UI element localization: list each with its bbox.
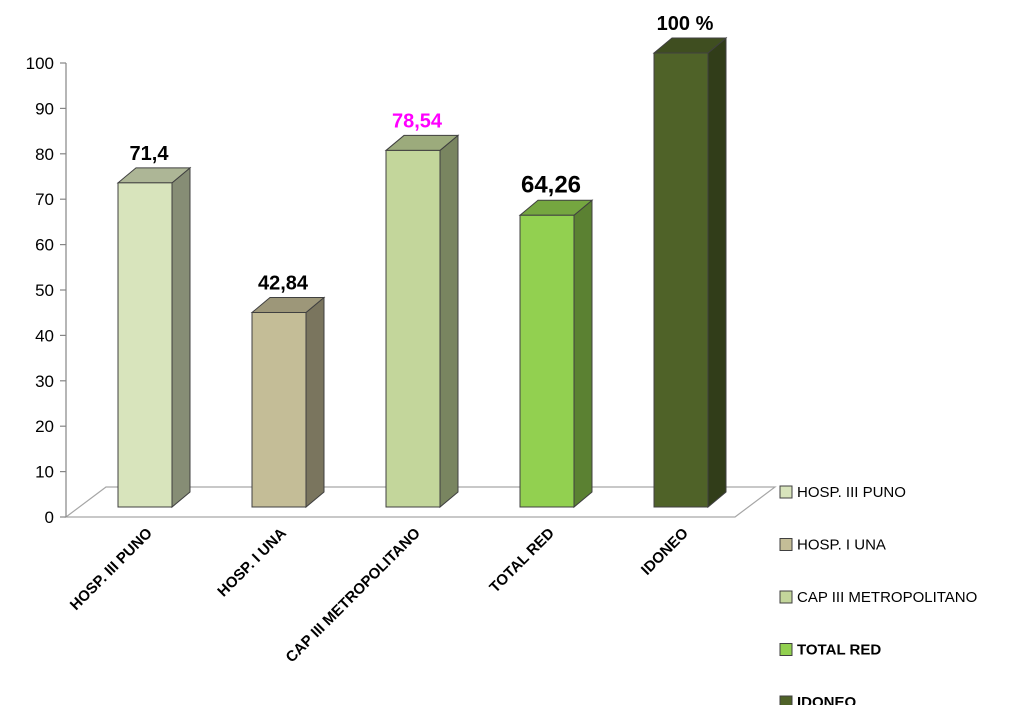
legend-label: CAP III METROPOLITANO bbox=[797, 589, 977, 606]
legend-item: CAP III METROPOLITANO bbox=[779, 589, 977, 606]
bar-front-face bbox=[385, 149, 441, 508]
y-tick-label: 70 bbox=[35, 190, 54, 209]
legend-item: HOSP. I UNA bbox=[779, 537, 886, 554]
bar-side-face bbox=[305, 296, 325, 509]
bar bbox=[250, 296, 326, 509]
legend-swatch bbox=[779, 590, 793, 604]
bar-side-face bbox=[707, 36, 727, 509]
category-label: HOSP. III PUNO bbox=[67, 525, 156, 614]
y-tick-label: 90 bbox=[35, 99, 54, 118]
y-tick-label: 100 bbox=[26, 54, 54, 73]
bar-side-face bbox=[439, 134, 459, 509]
data-label: 64,26 bbox=[521, 171, 581, 198]
bar-front-face bbox=[117, 182, 173, 508]
bar-front-face bbox=[251, 312, 307, 508]
bar-side-face bbox=[573, 199, 593, 509]
bar-side-face bbox=[171, 166, 191, 509]
category-label: TOTAL RED bbox=[486, 525, 558, 597]
category-label: HOSP. I UNA bbox=[214, 525, 290, 601]
bar bbox=[384, 134, 460, 509]
bar-front-face bbox=[653, 52, 709, 508]
bar-front-face bbox=[519, 214, 575, 508]
y-tick-label: 60 bbox=[35, 236, 54, 255]
y-tick-label: 20 bbox=[35, 417, 54, 436]
bar bbox=[518, 199, 594, 509]
legend-label: HOSP. I UNA bbox=[797, 537, 886, 554]
data-label: 71,4 bbox=[130, 143, 170, 165]
legend-swatch bbox=[779, 485, 793, 499]
category-label: IDONEO bbox=[638, 525, 692, 579]
bar bbox=[652, 36, 728, 509]
legend-swatch bbox=[779, 643, 793, 656]
y-tick-label: 50 bbox=[35, 281, 54, 300]
legend-swatch bbox=[779, 695, 793, 705]
category-label: CAP III METROPOLITANO bbox=[283, 525, 425, 667]
legend-swatch bbox=[779, 538, 793, 551]
legend-item: HOSP. III PUNO bbox=[779, 484, 906, 501]
data-label: 78,54 bbox=[392, 110, 443, 132]
legend-item: TOTAL RED bbox=[779, 642, 881, 659]
legend-label: IDONEO bbox=[797, 694, 857, 705]
legend-label: TOTAL RED bbox=[797, 642, 881, 659]
legend-label: HOSP. III PUNO bbox=[797, 484, 906, 501]
bar bbox=[116, 166, 192, 509]
y-tick-label: 80 bbox=[35, 145, 54, 164]
y-tick-label: 10 bbox=[35, 463, 54, 482]
data-label: 100 % bbox=[657, 13, 714, 35]
y-tick-label: 0 bbox=[45, 508, 54, 527]
legend-item: IDONEO bbox=[779, 694, 857, 705]
y-tick-label: 40 bbox=[35, 326, 54, 345]
data-label: 42,84 bbox=[258, 273, 309, 295]
y-tick-label: 30 bbox=[35, 372, 54, 391]
